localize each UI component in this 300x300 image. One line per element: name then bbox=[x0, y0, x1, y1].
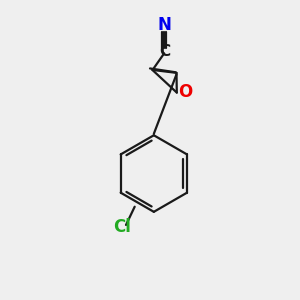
Text: C: C bbox=[159, 44, 170, 59]
Text: O: O bbox=[178, 83, 192, 101]
Text: N: N bbox=[157, 16, 171, 34]
Text: Cl: Cl bbox=[113, 218, 131, 236]
